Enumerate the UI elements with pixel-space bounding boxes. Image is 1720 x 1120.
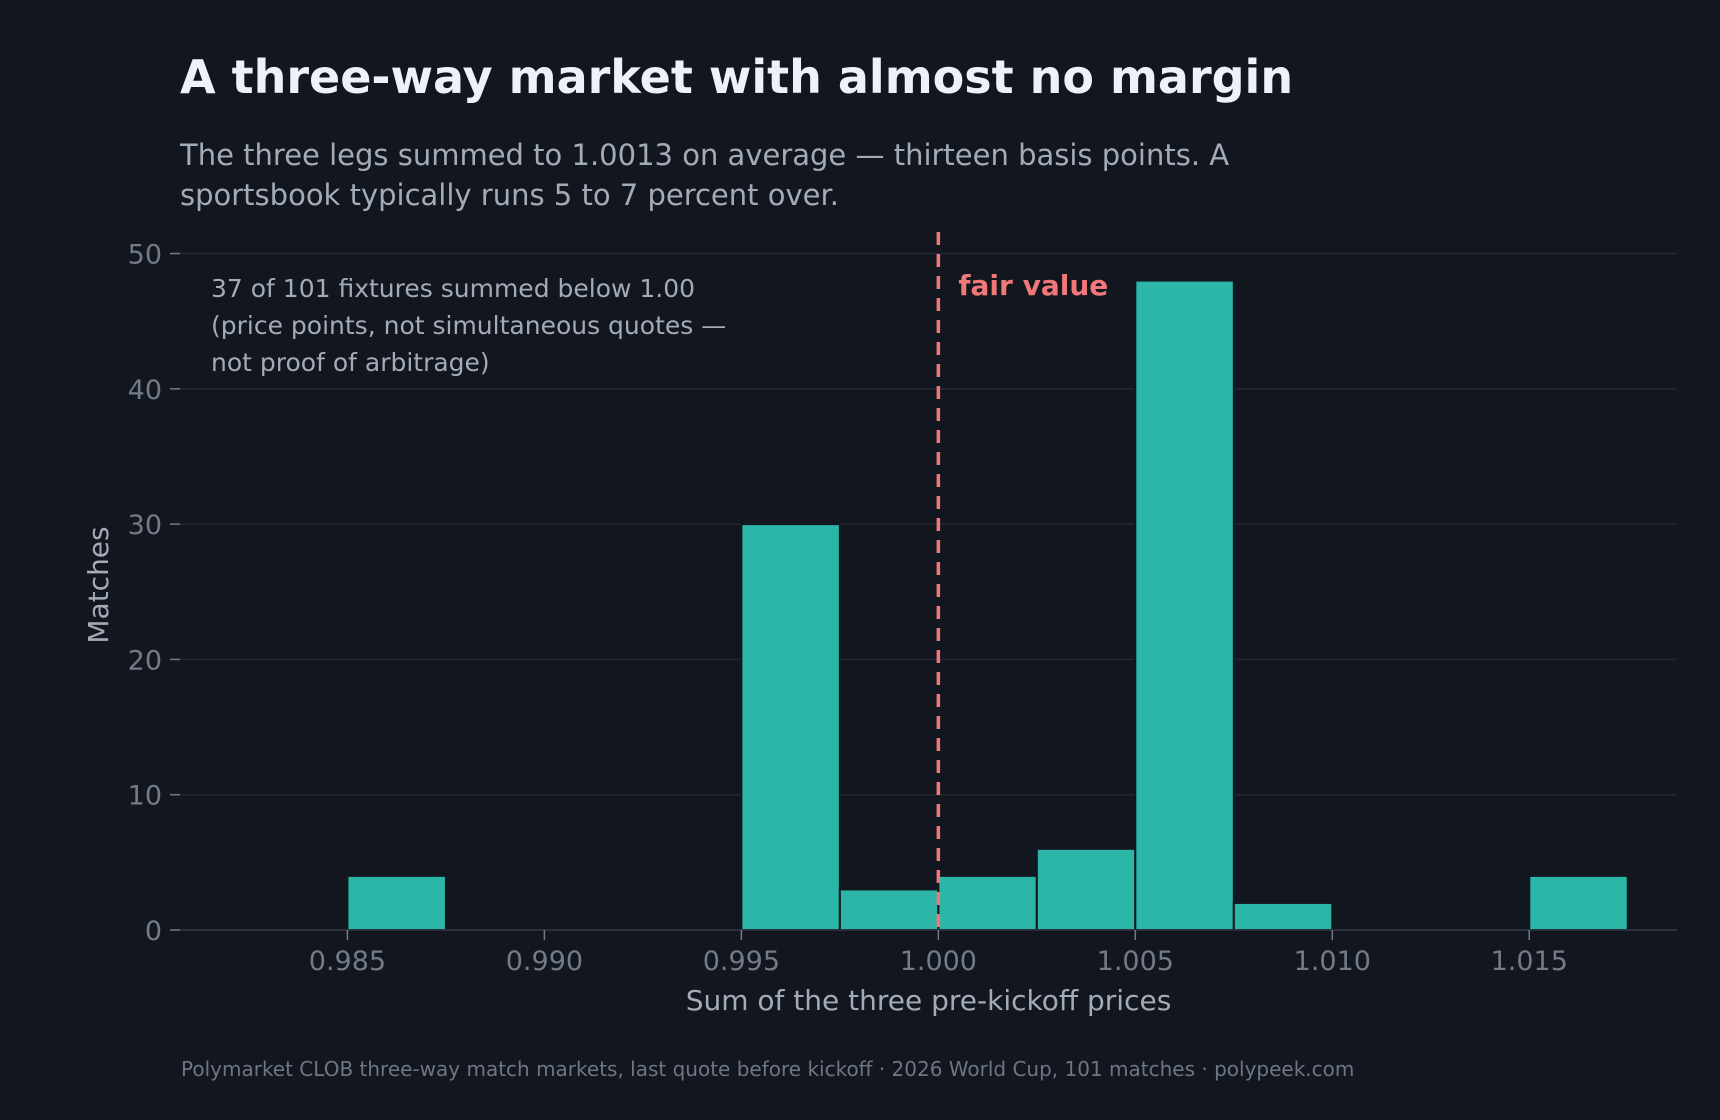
annotation-line-3: not proof of arbitrage) [211,348,490,377]
x-tick-label: 1.005 [1097,946,1174,977]
fair-value-marker: fair value [936,232,1108,930]
histogram-bars [248,279,1629,932]
y-tick-label: 50 [128,240,162,271]
histogram-bar [1134,279,1235,931]
y-tick-label: 10 [128,781,162,812]
annotation-line-2: (price points, not simultaneous quotes — [211,311,726,340]
chart-title: A three-way market with almost no margin [180,50,1294,104]
x-tick-label: 1.015 [1491,946,1568,977]
histogram-bar [740,523,841,932]
x-tick-label: 1.010 [1294,946,1371,977]
y-tick-label: 40 [128,375,162,406]
chart-subtitle: The three legs summed to 1.0013 on avera… [180,138,1230,212]
x-axis-label: Sum of the three pre-kickoff prices [686,984,1172,1017]
x-tick-label: 0.995 [703,946,780,977]
histogram-bar [1232,901,1334,931]
histogram-bar [1528,874,1629,931]
source-footer: Polymarket CLOB three-way match markets,… [181,1057,1355,1081]
grid-lines [180,252,1677,796]
x-tick-label: 1.000 [900,946,977,977]
axes: 0 10 20 30 40 50 0.985 0.990 0.995 1.000 1.005 1.01… [128,240,1677,977]
histogram-bar [346,874,447,931]
y-tick-label: 30 [128,510,162,541]
x-tick-label: 0.985 [309,946,386,977]
fair-value-label: fair value [958,269,1108,302]
histogram-bar [838,888,940,931]
histogram-bar [937,874,1038,931]
y-tick-label: 20 [128,645,162,676]
y-tick-label: 0 [145,916,162,947]
x-tick-label: 0.990 [506,946,583,977]
y-axis-label: Matches [82,526,115,643]
below-fair-annotation: 37 of 101 fixtures summed below 1.00 (pr… [211,274,734,377]
histogram-bar [1035,847,1137,932]
annotation-line-1: 37 of 101 fixtures summed below 1.00 [211,274,695,303]
